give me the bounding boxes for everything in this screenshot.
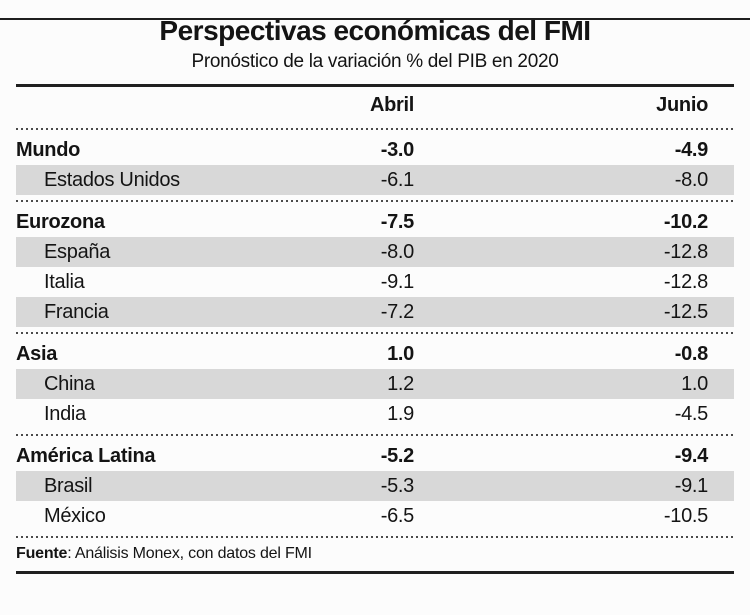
value-junio: 1.0 bbox=[681, 372, 708, 395]
footer-separator bbox=[16, 536, 734, 538]
section-separator bbox=[16, 200, 734, 202]
value-junio: -9.1 bbox=[674, 474, 709, 497]
value-abril: -9.1 bbox=[380, 270, 415, 293]
row-label: Italia bbox=[44, 270, 85, 293]
value-abril: -8.0 bbox=[380, 240, 415, 263]
value-abril: -3.0 bbox=[380, 138, 415, 161]
table-row: México -6.5 -10.5 bbox=[16, 501, 734, 531]
column-header-abril: Abril bbox=[369, 93, 414, 116]
row-label: México bbox=[44, 504, 106, 527]
table-top-rule bbox=[16, 84, 734, 87]
row-label: España bbox=[44, 240, 111, 263]
value-junio: -10.5 bbox=[663, 504, 708, 527]
value-junio: -12.8 bbox=[663, 270, 708, 293]
value-junio: -12.8 bbox=[663, 240, 708, 263]
value-abril: -5.3 bbox=[380, 474, 415, 497]
row-label: América Latina bbox=[16, 444, 156, 467]
top-border-line bbox=[0, 18, 750, 20]
value-junio: -12.5 bbox=[663, 300, 708, 323]
row-label: Eurozona bbox=[16, 210, 105, 233]
table-row: España -8.0 -12.8 bbox=[16, 237, 734, 267]
page-subtitle: Pronóstico de la variación % del PIB en … bbox=[191, 51, 559, 72]
value-abril: 1.9 bbox=[387, 402, 414, 425]
value-junio: -0.8 bbox=[674, 342, 709, 365]
value-abril: 1.2 bbox=[387, 372, 414, 395]
row-label: Asia bbox=[16, 342, 58, 365]
value-junio: -4.9 bbox=[674, 138, 709, 161]
source-text: : Análisis Monex, con datos del FMI bbox=[67, 545, 312, 562]
table-row: Brasil -5.3 -9.1 bbox=[16, 471, 734, 501]
table-bottom-rule bbox=[16, 571, 734, 574]
row-label: India bbox=[44, 402, 86, 425]
section-separator bbox=[16, 332, 734, 334]
value-junio: -4.5 bbox=[674, 402, 709, 425]
row-label: China bbox=[44, 372, 95, 395]
table-row: Asia 1.0 -0.8 bbox=[16, 339, 734, 369]
value-abril: -5.2 bbox=[380, 444, 415, 467]
table-row: Estados Unidos -6.1 -8.0 bbox=[16, 165, 734, 195]
value-junio: -9.4 bbox=[674, 444, 709, 467]
table-row: Italia -9.1 -12.8 bbox=[16, 267, 734, 297]
forecast-table: Abril Junio Mundo -3.0 -4.9 Estados Unid… bbox=[16, 84, 734, 574]
table-header-row: Abril Junio bbox=[16, 87, 734, 123]
section-separator bbox=[16, 434, 734, 436]
value-junio: -8.0 bbox=[674, 168, 709, 191]
table-row: India 1.9 -4.5 bbox=[16, 399, 734, 429]
value-abril: -7.2 bbox=[380, 300, 415, 323]
value-abril: -6.5 bbox=[380, 504, 415, 527]
value-abril: -6.1 bbox=[380, 168, 415, 191]
table-row: Mundo -3.0 -4.9 bbox=[16, 135, 734, 165]
table-row: América Latina -5.2 -9.4 bbox=[16, 441, 734, 471]
source-label: Fuente bbox=[16, 545, 68, 562]
column-header-junio: Junio bbox=[656, 93, 708, 116]
table-body: Mundo -3.0 -4.9 Estados Unidos -6.1 -8.0… bbox=[16, 135, 734, 531]
header-separator bbox=[16, 128, 734, 130]
table-row: Eurozona -7.5 -10.2 bbox=[16, 207, 734, 237]
value-abril: 1.0 bbox=[387, 342, 414, 365]
row-label: Brasil bbox=[44, 474, 93, 497]
value-abril: -7.5 bbox=[380, 210, 415, 233]
table-row: China 1.2 1.0 bbox=[16, 369, 734, 399]
row-label: Mundo bbox=[16, 138, 81, 161]
source-note: Fuente: Análisis Monex, con datos del FM… bbox=[16, 544, 734, 564]
value-junio: -10.2 bbox=[663, 210, 708, 233]
page-title: Perspectivas económicas del FMI bbox=[159, 15, 591, 46]
row-label: Estados Unidos bbox=[44, 168, 180, 191]
row-label: Francia bbox=[44, 300, 109, 323]
table-row: Francia -7.2 -12.5 bbox=[16, 297, 734, 327]
